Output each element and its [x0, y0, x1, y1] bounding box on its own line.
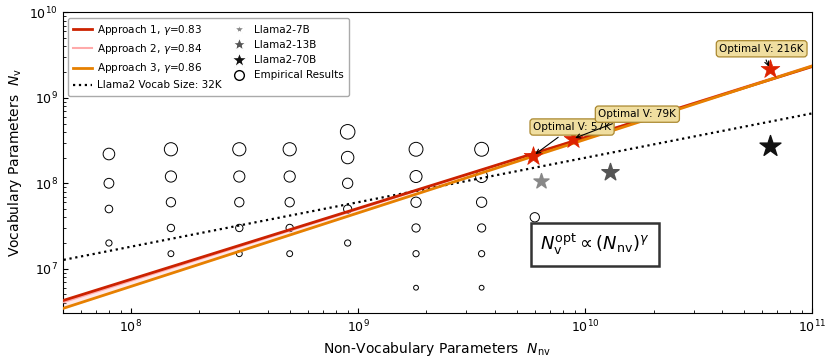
- Point: [102, 206, 116, 212]
- Point: [283, 251, 296, 257]
- Point: [763, 66, 776, 72]
- Point: [409, 251, 423, 257]
- Point: [475, 251, 488, 257]
- Point: [341, 240, 354, 246]
- Point: [283, 225, 296, 231]
- Point: [164, 174, 177, 179]
- Point: [534, 179, 547, 185]
- Point: [283, 146, 296, 152]
- Point: [409, 174, 423, 179]
- Point: [475, 146, 488, 152]
- Text: Optimal V: 216K: Optimal V: 216K: [720, 44, 804, 66]
- Point: [233, 225, 246, 231]
- Point: [409, 225, 423, 231]
- Point: [21, 225, 34, 231]
- Point: [283, 174, 296, 179]
- Point: [527, 153, 540, 159]
- Text: $N_{\rm v}^{\rm opt} \propto (N_{\rm nv})^{\gamma}$: $N_{\rm v}^{\rm opt} \propto (N_{\rm nv}…: [540, 232, 650, 257]
- Point: [102, 181, 116, 186]
- Point: [164, 225, 177, 231]
- Point: [528, 214, 542, 220]
- Point: [233, 199, 246, 205]
- Legend: Approach 1, $\gamma$=0.83, Approach 2, $\gamma$=0.84, Approach 3, $\gamma$=0.86,: Approach 1, $\gamma$=0.83, Approach 2, $…: [67, 17, 349, 96]
- Point: [475, 199, 488, 205]
- Point: [409, 146, 423, 152]
- Point: [21, 251, 34, 257]
- Point: [341, 181, 354, 186]
- Point: [566, 136, 579, 142]
- Point: [475, 225, 488, 231]
- Point: [102, 240, 116, 246]
- Point: [341, 155, 354, 161]
- Point: [341, 206, 354, 212]
- Text: Optimal V: 79K: Optimal V: 79K: [577, 109, 676, 138]
- Point: [233, 174, 246, 179]
- Point: [475, 285, 488, 290]
- Point: [341, 129, 354, 135]
- Point: [164, 146, 177, 152]
- X-axis label: Non-Vocabulary Parameters  $N_{\rm nv}$: Non-Vocabulary Parameters $N_{\rm nv}$: [324, 340, 552, 359]
- Point: [233, 251, 246, 257]
- Y-axis label: Vocabulary Parameters  $N_{\rm v}$: Vocabulary Parameters $N_{\rm v}$: [6, 68, 23, 257]
- Point: [102, 151, 116, 157]
- Point: [409, 199, 423, 205]
- Point: [233, 146, 246, 152]
- Point: [409, 285, 423, 290]
- Point: [21, 274, 34, 280]
- Point: [475, 174, 488, 179]
- Point: [21, 199, 34, 205]
- Point: [603, 169, 617, 175]
- Point: [763, 143, 776, 149]
- Point: [164, 199, 177, 205]
- Point: [164, 251, 177, 257]
- Point: [283, 199, 296, 205]
- Point: [21, 171, 34, 177]
- Text: Optimal V: 57K: Optimal V: 57K: [533, 122, 611, 153]
